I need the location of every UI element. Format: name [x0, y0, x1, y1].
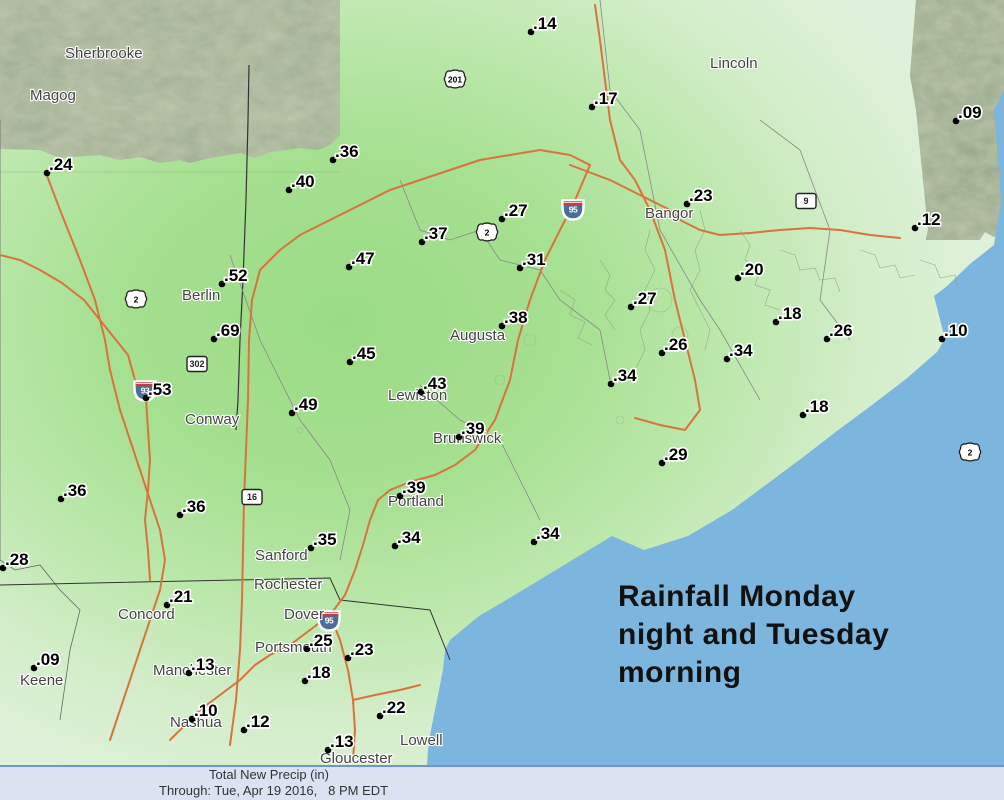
svg-text:Augusta: Augusta: [450, 327, 506, 344]
svg-text:.52: .52: [224, 266, 248, 285]
svg-text:Bangor: Bangor: [645, 205, 693, 222]
svg-text:Sanford: Sanford: [255, 547, 308, 564]
svg-text:.38: .38: [504, 308, 528, 327]
svg-text:.36: .36: [63, 481, 87, 500]
svg-text:.49: .49: [294, 395, 318, 414]
svg-text:.34: .34: [536, 524, 560, 543]
svg-text:.10: .10: [194, 701, 218, 720]
svg-text:.18: .18: [778, 304, 802, 323]
svg-text:.31: .31: [522, 250, 546, 269]
svg-text:.24: .24: [49, 155, 73, 174]
svg-text:2: 2: [968, 448, 973, 458]
svg-text:.69: .69: [216, 321, 240, 340]
svg-text:Keene: Keene: [20, 672, 63, 689]
svg-text:95: 95: [569, 205, 578, 215]
svg-text:.27: .27: [504, 201, 528, 220]
svg-text:.13: .13: [330, 732, 354, 751]
svg-text:.23: .23: [350, 640, 374, 659]
svg-text:302: 302: [189, 359, 204, 369]
svg-text:.47: .47: [351, 249, 375, 268]
svg-text:2: 2: [134, 295, 139, 305]
svg-text:Lincoln: Lincoln: [710, 55, 758, 72]
svg-text:.39: .39: [402, 478, 426, 497]
svg-text:Rochester: Rochester: [254, 576, 322, 593]
svg-text:.23: .23: [689, 186, 713, 205]
svg-text:2: 2: [485, 228, 490, 238]
svg-text:Gloucester: Gloucester: [320, 750, 393, 765]
svg-text:Concord: Concord: [118, 606, 175, 623]
svg-text:.43: .43: [423, 374, 447, 393]
svg-text:Berlin: Berlin: [182, 287, 220, 304]
svg-text:.53: .53: [148, 380, 172, 399]
svg-text:Sherbrooke: Sherbrooke: [65, 45, 143, 62]
svg-text:.36: .36: [182, 497, 206, 516]
svg-text:16: 16: [247, 492, 257, 502]
svg-text:.18: .18: [805, 397, 829, 416]
svg-text:.12: .12: [246, 712, 270, 731]
svg-text:Dover: Dover: [284, 606, 324, 623]
svg-text:.45: .45: [352, 344, 376, 363]
svg-text:95: 95: [325, 616, 334, 626]
svg-text:.13: .13: [191, 655, 215, 674]
svg-text:.34: .34: [729, 341, 753, 360]
svg-text:.36: .36: [335, 142, 359, 161]
svg-text:.34: .34: [397, 528, 421, 547]
svg-text:.14: .14: [533, 14, 557, 33]
svg-text:.09: .09: [36, 650, 60, 669]
svg-text:.09: .09: [958, 103, 982, 122]
svg-text:.40: .40: [291, 172, 315, 191]
svg-text:.26: .26: [664, 335, 688, 354]
svg-text:.29: .29: [664, 445, 688, 464]
svg-text:.10: .10: [944, 321, 968, 340]
svg-text:.17: .17: [594, 89, 618, 108]
svg-text:Lowell: Lowell: [400, 732, 443, 749]
svg-text:Magog: Magog: [30, 87, 76, 104]
svg-text:.28: .28: [5, 550, 29, 569]
svg-text:.18: .18: [307, 663, 331, 682]
svg-text:.22: .22: [382, 698, 406, 717]
svg-text:.39: .39: [461, 419, 485, 438]
svg-text:.21: .21: [169, 587, 193, 606]
svg-text:.20: .20: [740, 260, 764, 279]
svg-text:9: 9: [803, 196, 808, 206]
svg-text:Conway: Conway: [185, 411, 240, 428]
svg-text:.27: .27: [633, 289, 657, 308]
svg-text:.25: .25: [309, 631, 333, 650]
svg-text:.12: .12: [917, 210, 941, 229]
svg-text:.34: .34: [613, 366, 637, 385]
svg-text:.26: .26: [829, 321, 853, 340]
svg-text:201: 201: [448, 75, 462, 85]
svg-text:.35: .35: [313, 530, 337, 549]
svg-text:.37: .37: [424, 224, 448, 243]
